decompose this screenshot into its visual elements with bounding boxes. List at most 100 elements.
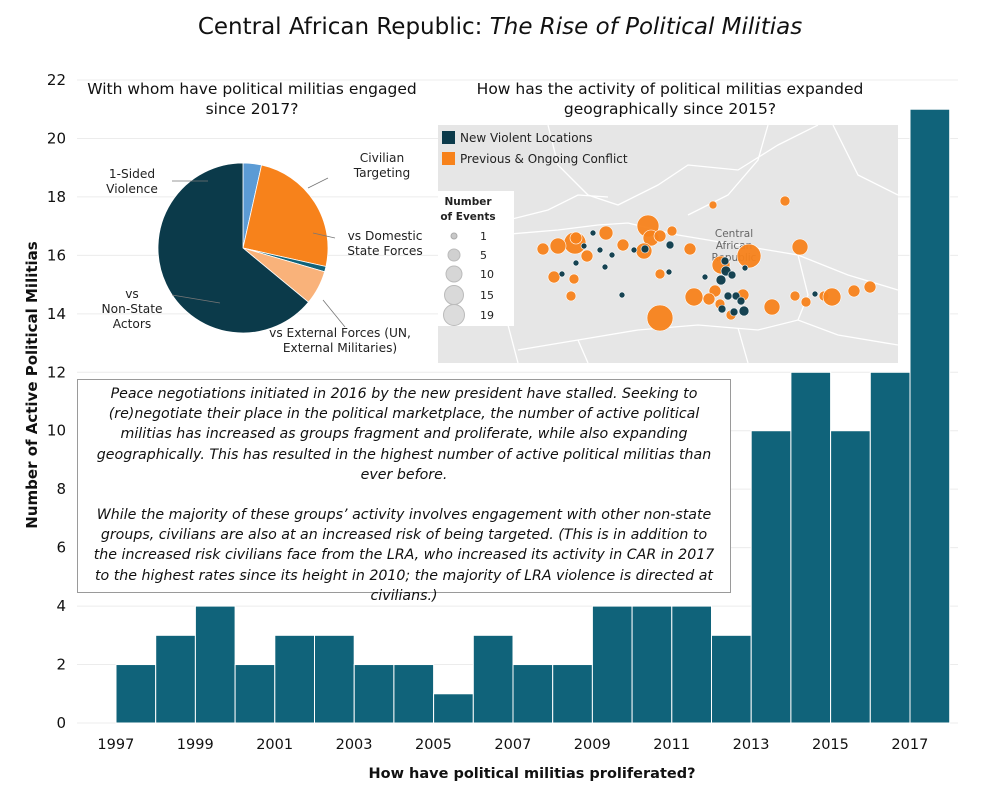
new-violent-location-marker bbox=[601, 263, 609, 271]
size-legend-circle-10 bbox=[445, 265, 463, 283]
legend-swatch-previous bbox=[442, 152, 455, 165]
new-violent-location-marker bbox=[665, 240, 675, 250]
ongoing-conflict-marker bbox=[800, 296, 812, 308]
map-title: How has the activity of political militi… bbox=[440, 79, 900, 119]
y-tick-label: 20 bbox=[47, 129, 66, 147]
map-title-line2: geographically since 2015? bbox=[563, 100, 777, 118]
new-violent-location-marker bbox=[608, 251, 616, 259]
bar-2003 bbox=[353, 664, 395, 724]
x-axis-ticks: 1997 1999 2001 2003 2005 2007 2009 2011 2013 2015… bbox=[97, 737, 928, 753]
ongoing-conflict-marker bbox=[684, 287, 704, 307]
ongoing-conflict-marker bbox=[763, 298, 781, 316]
pie-label: vs bbox=[125, 287, 139, 301]
ongoing-conflict-marker bbox=[654, 268, 666, 280]
x-tick-label: 1999 bbox=[177, 737, 214, 753]
new-violent-location-marker bbox=[727, 270, 737, 280]
pie-title-line2: since 2017? bbox=[205, 100, 299, 118]
ongoing-conflict-marker bbox=[549, 237, 567, 255]
size-legend: Number of Events 1 5 10 15 19 bbox=[438, 191, 514, 326]
bar-2004 bbox=[393, 664, 435, 724]
size-legend-label-1: 1 bbox=[480, 230, 487, 243]
x-tick-label: 2001 bbox=[256, 737, 293, 753]
title-prefix: Central African Republic: bbox=[197, 14, 490, 40]
ongoing-conflict-marker bbox=[569, 231, 583, 245]
bar-2009 bbox=[591, 605, 633, 724]
ongoing-conflict-marker bbox=[708, 200, 718, 210]
pie-label: Civilian bbox=[360, 151, 404, 165]
bar-2001 bbox=[274, 634, 315, 724]
y-tick-label: 8 bbox=[56, 480, 66, 498]
x-axis-label: How have political militias proliferated… bbox=[368, 766, 695, 782]
ongoing-conflict-marker bbox=[702, 292, 716, 306]
pie-slice bbox=[242, 164, 329, 268]
ongoing-conflict-marker bbox=[736, 243, 762, 269]
new-violent-location-marker bbox=[596, 246, 604, 254]
legend-label-previous: Previous & Ongoing Conflict bbox=[460, 152, 628, 166]
new-violent-location-marker bbox=[630, 246, 638, 254]
y-axis-ticks: 0 2 4 6 8 10 12 14 16 18 20 22 bbox=[47, 71, 66, 732]
pie-label: 1-Sided bbox=[109, 167, 155, 181]
title-italic: The Rise of Political Militias bbox=[489, 14, 803, 40]
ongoing-conflict-marker bbox=[666, 225, 678, 237]
pie-title-line1: With whom have political militias engage… bbox=[87, 80, 417, 98]
size-legend-circle-15 bbox=[444, 285, 464, 305]
y-tick-label: 22 bbox=[47, 71, 66, 89]
new-violent-location-marker bbox=[811, 290, 819, 298]
bar-2017 bbox=[909, 108, 951, 724]
y-tick-label: 16 bbox=[47, 246, 66, 264]
ongoing-conflict-marker bbox=[565, 290, 577, 302]
bar-2012 bbox=[711, 634, 752, 724]
bar-2002 bbox=[314, 634, 355, 724]
x-tick-label: 2005 bbox=[415, 737, 452, 753]
y-tick-label: 10 bbox=[47, 422, 66, 440]
size-legend-label-5: 5 bbox=[480, 249, 487, 262]
bar-2011 bbox=[671, 605, 712, 724]
new-violent-location-marker bbox=[665, 268, 673, 276]
ongoing-conflict-marker bbox=[598, 225, 614, 241]
bar-2010 bbox=[631, 605, 673, 724]
bar-1998 bbox=[155, 634, 196, 724]
y-tick-label: 6 bbox=[56, 539, 66, 557]
size-legend-title-1: Number bbox=[444, 196, 492, 208]
new-violent-location-marker bbox=[741, 264, 749, 272]
y-tick-label: 18 bbox=[47, 188, 66, 206]
new-violent-location-marker bbox=[618, 291, 626, 299]
new-violent-location-marker bbox=[715, 274, 727, 286]
annotation-paragraph-2: While the majority of these groups’ acti… bbox=[93, 507, 715, 604]
new-violent-location-marker bbox=[738, 305, 750, 317]
x-tick-label: 2013 bbox=[733, 737, 770, 753]
bar-1997 bbox=[115, 664, 157, 724]
ongoing-conflict-marker bbox=[568, 273, 580, 285]
size-legend-circle-1 bbox=[450, 232, 458, 240]
new-violent-location-marker bbox=[729, 307, 739, 317]
x-tick-label: 1997 bbox=[97, 737, 134, 753]
new-violent-location-marker bbox=[723, 291, 733, 301]
x-tick-label: 2009 bbox=[574, 737, 611, 753]
new-violent-location-marker bbox=[717, 304, 727, 314]
legend-swatch-new bbox=[442, 131, 455, 144]
pie-label: State Forces bbox=[347, 244, 422, 258]
annotation-paragraph-1: Peace negotiations initiated in 2016 by … bbox=[96, 386, 712, 483]
pie-leader-line bbox=[171, 294, 221, 304]
ongoing-conflict-marker bbox=[822, 287, 842, 307]
bar-2015 bbox=[830, 430, 871, 724]
size-legend-label-15: 15 bbox=[480, 289, 494, 302]
bar-2016 bbox=[869, 371, 911, 724]
pie-label: Targeting bbox=[353, 166, 411, 180]
size-legend-circle-5 bbox=[447, 248, 461, 262]
legend-label-new: New Violent Locations bbox=[460, 131, 592, 145]
bar-2014 bbox=[790, 371, 832, 724]
new-violent-location-marker bbox=[701, 273, 709, 281]
pie-label: vs External Forces (UN, bbox=[269, 326, 411, 340]
new-violent-location-marker bbox=[736, 296, 746, 306]
bar-2007 bbox=[512, 664, 554, 724]
new-violent-location-marker bbox=[589, 229, 597, 237]
bar-2013 bbox=[750, 430, 792, 724]
new-violent-location-marker bbox=[640, 244, 650, 254]
ongoing-conflict-marker bbox=[580, 249, 594, 263]
bars bbox=[115, 108, 951, 724]
country-label-1: Central bbox=[715, 228, 753, 240]
